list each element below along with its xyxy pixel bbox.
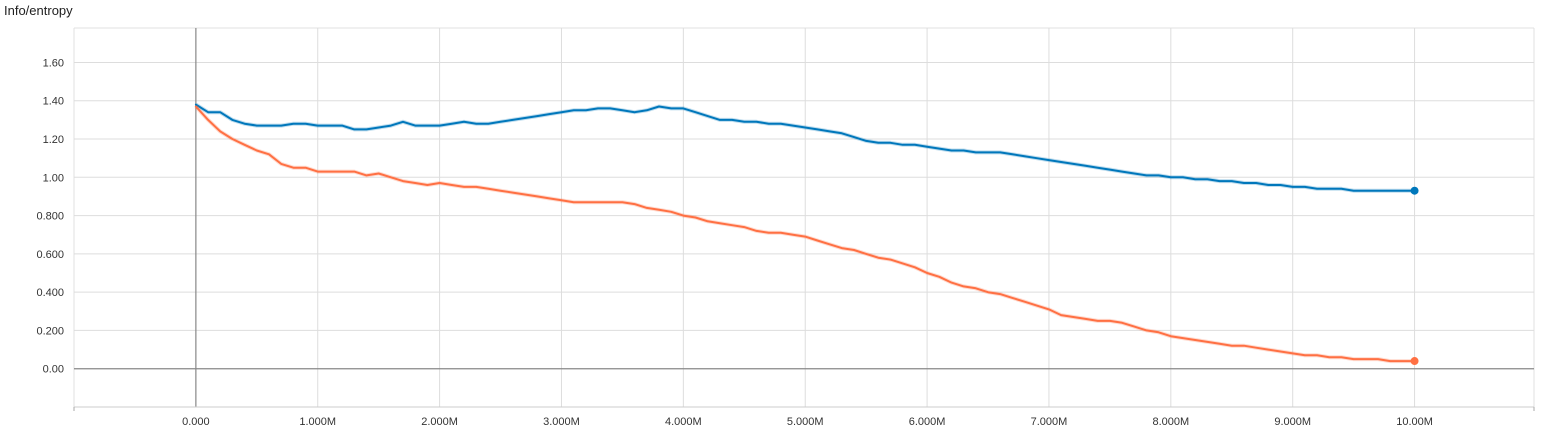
grid bbox=[73, 27, 1535, 407]
series-1-end-point bbox=[1410, 357, 1419, 366]
y-tick-label: 0.800 bbox=[36, 211, 64, 223]
y-tick-label: 0.600 bbox=[36, 249, 64, 261]
x-tick-label: 3.000M bbox=[543, 416, 580, 428]
x-tick-label: 4.000M bbox=[665, 416, 702, 428]
series-1-line bbox=[194, 105, 1416, 363]
y-tick-label: 0.200 bbox=[36, 325, 64, 337]
chart-title: Info/entropy bbox=[4, 3, 73, 18]
y-tick-label: 1.40 bbox=[43, 96, 64, 108]
x-tick-label: 9.000M bbox=[1274, 416, 1311, 428]
x-tick-label: 8.000M bbox=[1152, 416, 1189, 428]
x-tick-label: 6.000M bbox=[909, 416, 946, 428]
y-tick-label: 0.00 bbox=[43, 364, 64, 376]
y-tick-label: 0.400 bbox=[36, 287, 64, 299]
x-tick-label: 7.000M bbox=[1031, 416, 1068, 428]
y-tick-label: 1.20 bbox=[43, 134, 64, 146]
y-tick-label: 1.00 bbox=[43, 172, 64, 184]
x-tick-label: 1.000M bbox=[299, 416, 336, 428]
x-tick-label: 5.000M bbox=[787, 416, 824, 428]
series-lines bbox=[194, 102, 1419, 366]
x-tick-label: 10.00M bbox=[1396, 416, 1433, 428]
x-tick-label: 0.000 bbox=[182, 416, 210, 428]
y-tick-label: 1.60 bbox=[43, 57, 64, 69]
axes bbox=[73, 28, 1535, 411]
series-0-end-point bbox=[1410, 186, 1419, 195]
x-tick-label: 2.000M bbox=[421, 416, 458, 428]
series-0-line bbox=[194, 103, 1416, 192]
tick-labels: 0.00 0.200 0.400 0.600 0.800 1.00 1.20 1.40 1.60… bbox=[36, 57, 1432, 428]
